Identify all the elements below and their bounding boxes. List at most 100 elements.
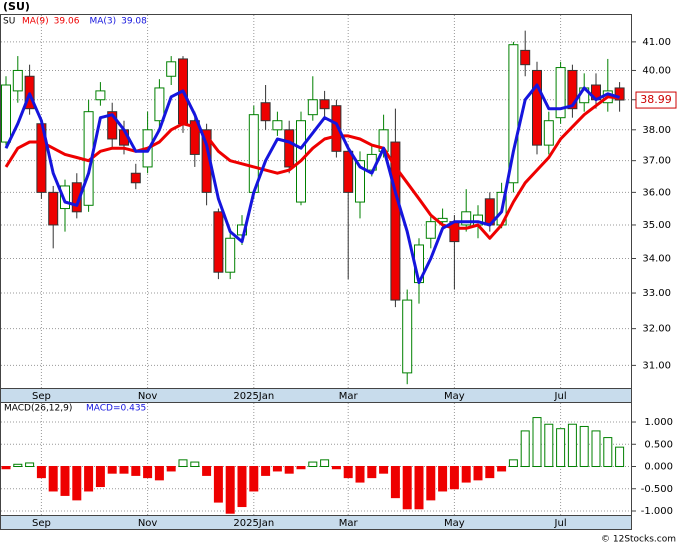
macd-bar [414, 466, 424, 510]
candle-body [307, 99, 318, 116]
candle-body [461, 211, 472, 226]
y-tick-label: 34.00 [642, 254, 671, 265]
footer: © 12Stocks.com [601, 535, 676, 545]
macd-bar [426, 466, 436, 501]
macd-bar [202, 466, 212, 476]
macd-bar [84, 466, 94, 492]
candle-body [402, 299, 413, 374]
macd-bar [154, 466, 164, 481]
y-tick-label: 36.00 [642, 187, 671, 198]
macd-bar [402, 466, 412, 510]
macd-bar [225, 466, 235, 514]
macd-bar [261, 466, 271, 476]
x-axis-band [0, 388, 632, 403]
candle-body [520, 49, 531, 66]
macd-value: MACD=0.435 [86, 404, 146, 414]
macd-bar [591, 430, 601, 468]
ma-line [4, 95, 620, 240]
candle-body [543, 120, 554, 146]
price-panel [0, 14, 632, 389]
macd-bar [213, 466, 223, 503]
macd-legend: MACD(26,12,9) [4, 404, 72, 414]
macd-bar [25, 462, 35, 468]
candle-body [614, 87, 625, 101]
macd-bar [36, 466, 46, 479]
candle-body [319, 99, 330, 110]
candle-body [225, 237, 236, 273]
candle-body [12, 69, 23, 92]
candle-body [532, 69, 542, 146]
macd-bar [72, 466, 82, 501]
macd-bar [13, 463, 23, 468]
macd-bar [131, 466, 141, 476]
macd-bar [343, 466, 353, 479]
macd-bar [579, 425, 589, 468]
y-tick-label: 1.000 [644, 417, 673, 428]
x-tick-label: Sep [32, 518, 51, 529]
legend-label: MA(9) [22, 17, 49, 27]
y-tick-label: 37.00 [642, 156, 671, 167]
candle-body [154, 87, 165, 122]
macd-bar [367, 466, 377, 479]
macd-bar [556, 428, 566, 468]
candle-body [390, 141, 401, 301]
macd-bar [567, 423, 577, 468]
macd-bar [60, 466, 70, 496]
macd-bar [308, 461, 318, 468]
x-tick-label: Jul [554, 518, 567, 529]
macd-bar [296, 466, 306, 470]
macd-bar [449, 466, 459, 490]
candle-body [95, 90, 106, 101]
x-tick-label: May [444, 391, 465, 402]
macd-bar [320, 459, 330, 468]
x-tick-label: May [444, 518, 465, 529]
candle-body [567, 69, 578, 110]
candle-body [189, 120, 200, 155]
chart-title: (SU) [3, 0, 30, 13]
candle-body [166, 61, 177, 77]
macd-bar [473, 466, 483, 481]
legend-value: 39.08 [121, 17, 147, 27]
x-tick-label: Mar [339, 391, 359, 402]
legend-symbol: SU [3, 17, 15, 27]
x-tick-label: Sep [32, 391, 51, 402]
candle-body [343, 150, 354, 193]
macd-bar [379, 466, 389, 474]
candle-body [355, 160, 365, 203]
macd-bar [48, 466, 58, 492]
y-tick-label: 38.00 [642, 125, 671, 136]
macd-bar [284, 466, 294, 474]
ma-line [4, 83, 621, 285]
legend-label: MA(3) [89, 17, 116, 27]
y-tick-label: 33.00 [642, 288, 671, 299]
x-tick-label: 2025Jan [233, 391, 274, 402]
x-tick-label: Jul [554, 391, 567, 402]
macd-bar [438, 466, 448, 492]
candle-body [237, 224, 247, 236]
macd-bar [544, 423, 554, 468]
x-axis-band [0, 515, 632, 530]
last-price: 38.99 [640, 93, 672, 106]
candle-body [60, 185, 70, 210]
candle-body [107, 111, 118, 140]
macd-bar [532, 417, 542, 468]
macd-bar [143, 466, 153, 479]
candle-body [508, 44, 519, 184]
macd-bar [166, 466, 176, 472]
candle-body [272, 120, 283, 131]
candle-body [130, 172, 141, 184]
y-tick-label: 32.00 [642, 324, 671, 335]
y-tick-label: 35.00 [642, 220, 671, 231]
macd-bar [95, 466, 105, 488]
y-tick-label: -0.500 [641, 484, 673, 495]
y-tick-label: 0.500 [644, 439, 673, 450]
macd-bar [508, 459, 518, 468]
candle-body [284, 129, 295, 168]
candle-body [555, 67, 566, 119]
macd-bar [178, 459, 188, 468]
macd-bar [485, 466, 495, 479]
macd-bar [497, 466, 507, 472]
macd-bar [237, 466, 247, 508]
macd-bar [355, 466, 365, 483]
